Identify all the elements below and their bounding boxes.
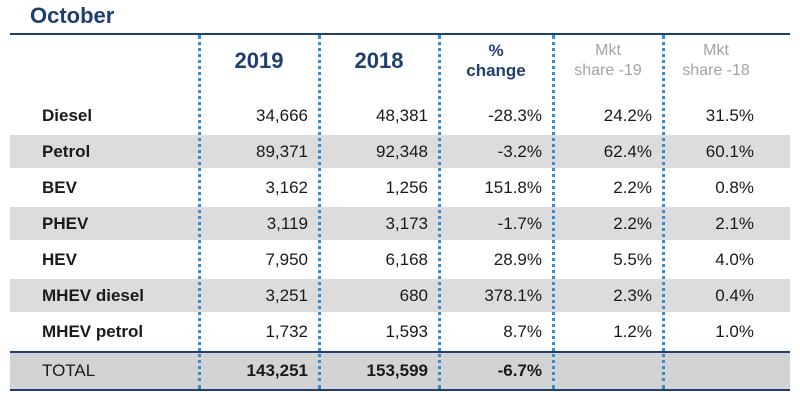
cell-change: 28.9% bbox=[493, 249, 542, 269]
column-divider bbox=[552, 35, 555, 389]
cell-share-18: 31.5% bbox=[705, 105, 754, 125]
row-label: Petrol bbox=[42, 141, 91, 161]
header-pct-line1: % bbox=[488, 41, 504, 60]
total-top-rule bbox=[10, 351, 790, 353]
table-row: Diesel 34,666 48,381 -28.3% 24.2% 31.5% bbox=[10, 99, 790, 132]
cell-share-18: 60.1% bbox=[705, 141, 754, 161]
table-row: HEV 7,950 6,168 28.9% 5.5% 4.0% bbox=[10, 243, 790, 276]
cell-change: -28.3% bbox=[488, 105, 542, 125]
column-divider bbox=[318, 35, 321, 389]
total-2019: 143,251 bbox=[246, 361, 308, 380]
table-row: MHEV petrol 1,732 1,593 8.7% 1.2% 1.0% bbox=[10, 315, 790, 348]
cell-share-19: 2.2% bbox=[613, 213, 652, 233]
header-top-rule bbox=[10, 33, 790, 35]
cell-2018: 92,348 bbox=[376, 141, 428, 161]
header-mkt18-line1: Mkt bbox=[703, 42, 729, 59]
column-divider bbox=[198, 35, 201, 389]
cell-share-19: 2.2% bbox=[613, 177, 652, 197]
total-row: TOTAL 143,251 153,599 -6.7% bbox=[10, 353, 790, 389]
table-row: MHEV diesel 3,251 680 378.1% 2.3% 0.4% bbox=[10, 279, 790, 312]
cell-2019: 89,371 bbox=[256, 141, 308, 161]
cell-2018: 6,168 bbox=[385, 249, 428, 269]
cell-share-19: 1.2% bbox=[613, 321, 652, 341]
total-label: TOTAL bbox=[42, 361, 96, 380]
cell-share-18: 0.8% bbox=[715, 177, 754, 197]
header-2018: 2018 bbox=[320, 35, 438, 87]
table-bottom-rule bbox=[10, 389, 790, 391]
table-row: BEV 3,162 1,256 151.8% 2.2% 0.8% bbox=[10, 171, 790, 204]
row-label: MHEV petrol bbox=[42, 321, 144, 341]
cell-change: 378.1% bbox=[484, 285, 542, 305]
column-divider bbox=[438, 35, 441, 389]
cell-2019: 3,119 bbox=[266, 213, 308, 233]
total-2018: 153,599 bbox=[366, 361, 428, 380]
table-row: Petrol 89,371 92,348 -3.2% 62.4% 60.1% bbox=[10, 135, 790, 168]
cell-2019: 3,162 bbox=[265, 177, 308, 197]
cell-2018: 48,381 bbox=[376, 105, 428, 125]
row-label: BEV bbox=[42, 177, 77, 197]
cell-share-19: 24.2% bbox=[603, 105, 652, 125]
row-label: MHEV diesel bbox=[42, 285, 145, 305]
cell-2019: 7,950 bbox=[265, 249, 308, 269]
cell-share-19: 62.4% bbox=[603, 141, 652, 161]
header-pct-change: % change bbox=[440, 35, 552, 87]
cell-share-18: 0.4% bbox=[715, 285, 754, 305]
header-mkt-share-19: Mkt share -19 bbox=[554, 35, 662, 87]
header-2019-label: 2019 bbox=[234, 48, 284, 73]
header-pct-line2: change bbox=[466, 61, 526, 80]
total-change: -6.7% bbox=[497, 361, 542, 380]
header-mkt18-line2: share -18 bbox=[682, 62, 750, 79]
header-2018-label: 2018 bbox=[354, 48, 404, 73]
cell-share-18: 2.1% bbox=[715, 213, 754, 233]
header-mkt19-line2: share -19 bbox=[574, 62, 642, 79]
cell-2018: 3,173 bbox=[385, 213, 428, 233]
row-label: PHEV bbox=[42, 213, 89, 233]
cell-change: -3.2% bbox=[497, 141, 542, 161]
cell-change: 151.8% bbox=[484, 177, 542, 197]
cell-2018: 1,256 bbox=[385, 177, 428, 197]
cell-2018: 680 bbox=[399, 285, 428, 305]
cell-2018: 1,593 bbox=[385, 321, 428, 341]
cell-share-18: 1.0% bbox=[715, 321, 754, 341]
cell-change: -1.7% bbox=[497, 213, 542, 233]
header-2019: 2019 bbox=[200, 35, 318, 87]
column-divider bbox=[662, 35, 665, 389]
row-label: Diesel bbox=[42, 105, 93, 125]
cell-2019: 34,666 bbox=[256, 105, 308, 125]
cell-change: 8.7% bbox=[503, 321, 542, 341]
header-mkt-share-18: Mkt share -18 bbox=[664, 35, 768, 87]
cell-share-18: 4.0% bbox=[715, 249, 754, 269]
header-mkt19-line1: Mkt bbox=[595, 42, 621, 59]
table-row: PHEV 3,119 3,173 -1.7% 2.2% 2.1% bbox=[10, 207, 790, 240]
cell-share-19: 5.5% bbox=[613, 249, 652, 269]
cell-share-19: 2.3% bbox=[613, 285, 652, 305]
row-label: HEV bbox=[42, 249, 77, 269]
table-title: October bbox=[30, 3, 115, 28]
cell-2019: 1,732 bbox=[265, 321, 308, 341]
cell-2019: 3,251 bbox=[265, 285, 308, 305]
